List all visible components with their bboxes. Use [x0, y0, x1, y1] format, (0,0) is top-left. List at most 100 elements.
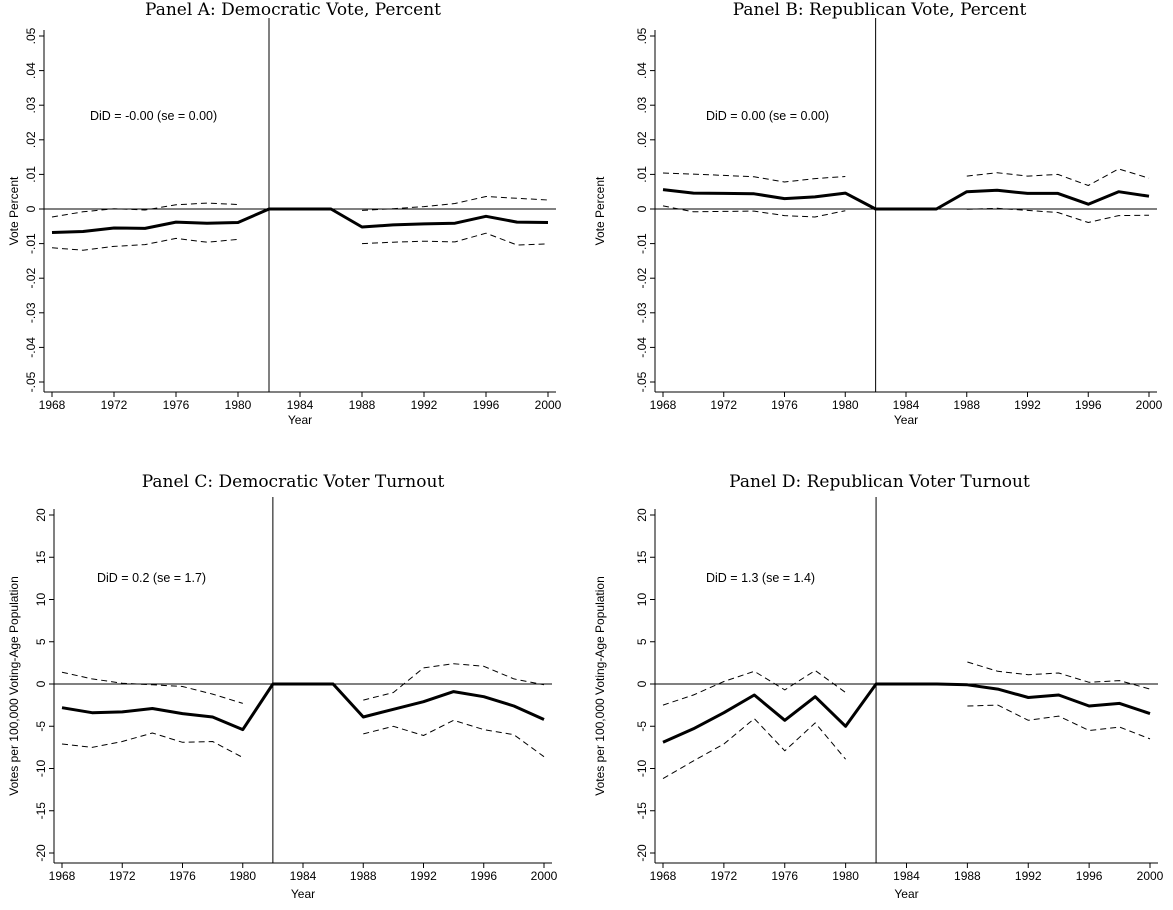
did-annotation: DiD = 0.00 (se = 0.00) — [706, 109, 829, 123]
chart-title: Panel D: Republican Voter Turnout — [729, 472, 1030, 492]
x-tick-label: 1988 — [954, 869, 981, 883]
panel-b: Panel B: Republican Vote, Percent -.05 -.… — [586, 0, 1173, 453]
y-tick-label: 20 — [635, 508, 649, 522]
y-tick-label: 0 — [24, 205, 38, 212]
estimate-line — [61, 682, 545, 732]
chart-plot: -20 -15 -10 -5 0 5 10 15 20 1968 1972 1976 1980 1984 1… — [593, 497, 1164, 901]
upper-ci-line — [363, 663, 545, 701]
x-tick-label: 1968 — [650, 398, 677, 412]
y-tick-label: 0 — [34, 680, 48, 687]
x-tick-label: 1992 — [1014, 398, 1041, 412]
x-axis-label: Year — [288, 413, 312, 427]
y-tick-label: -20 — [635, 844, 649, 862]
y-tick-label: .01 — [24, 166, 38, 183]
y-tick-label: .04 — [635, 62, 649, 79]
x-tick-label: 1976 — [771, 398, 798, 412]
y-tick-label: -.03 — [635, 302, 649, 323]
y-tick-label: -5 — [635, 721, 649, 732]
x-tick-label: 1968 — [39, 398, 66, 412]
y-tick-label: .03 — [24, 97, 38, 114]
x-tick-label: 1972 — [101, 398, 128, 412]
did-annotation: DiD = 1.3 (se = 1.4) — [706, 571, 815, 585]
y-tick-label: .01 — [635, 166, 649, 183]
x-tick-label: 1992 — [410, 869, 437, 883]
y-tick-label: -.05 — [24, 371, 38, 392]
x-tick-label: 1968 — [650, 869, 677, 883]
upper-ci-line — [662, 670, 846, 706]
x-tick-label: 1996 — [470, 869, 497, 883]
y-tick-label: .04 — [24, 62, 38, 79]
y-tick-label: -5 — [34, 721, 48, 732]
y-tick-label: 15 — [34, 550, 48, 564]
y-tick-label: -10 — [34, 760, 48, 778]
y-tick-label: .02 — [24, 131, 38, 148]
x-tick-label: 1980 — [832, 869, 859, 883]
chart-title: Panel A: Democratic Vote, Percent — [145, 0, 441, 20]
y-tick-label: -.02 — [24, 268, 38, 289]
x-tick-label: 1980 — [225, 398, 252, 412]
y-tick-label: -.04 — [635, 337, 649, 358]
x-tick-label: 1992 — [411, 398, 438, 412]
y-axis-label: Vote Percent — [7, 176, 21, 245]
x-tick-label: 1988 — [953, 398, 980, 412]
lower-ci-line — [662, 205, 846, 218]
x-tick-label: 1972 — [711, 869, 738, 883]
estimate-line — [662, 188, 1150, 211]
x-tick-label: 1984 — [893, 869, 920, 883]
y-tick-label: -.04 — [24, 337, 38, 358]
lower-ci-line — [61, 732, 244, 758]
y-tick-label: -15 — [635, 802, 649, 820]
upper-ci-line — [662, 172, 846, 183]
lower-ci-line — [662, 718, 846, 780]
y-tick-label: 15 — [635, 550, 649, 564]
y-axis-label: Vote Percent — [593, 176, 607, 245]
y-tick-label: 10 — [34, 593, 48, 607]
upper-ci-line — [61, 671, 243, 704]
lower-ci-line — [363, 719, 545, 758]
y-tick-label: 5 — [34, 638, 48, 645]
x-tick-label: 1972 — [109, 869, 136, 883]
did-annotation: DiD = 0.2 (se = 1.7) — [97, 571, 206, 585]
lower-ci-line — [361, 232, 549, 246]
chart-plot: -20 -15 -10 -5 0 5 10 15 20 1968 1972 1976 1980 1984 1… — [7, 497, 558, 901]
y-tick-label: -.02 — [635, 268, 649, 289]
y-tick-label: 0 — [635, 680, 649, 687]
y-tick-label: -20 — [34, 844, 48, 862]
x-axis-label: Year — [894, 413, 918, 427]
y-tick-label: .05 — [24, 27, 38, 44]
panel-c: Panel C: Democratic Voter Turnout -20 -15… — [0, 472, 586, 907]
y-tick-label: 20 — [34, 508, 48, 522]
x-tick-label: 2000 — [535, 398, 562, 412]
lower-ci-line — [966, 207, 1150, 223]
x-tick-label: 1984 — [290, 869, 317, 883]
chart-title: Panel C: Democratic Voter Turnout — [141, 472, 445, 492]
y-tick-label: -.01 — [635, 233, 649, 254]
y-tick-label: -.05 — [635, 371, 649, 392]
y-axis-label: Votes per 100,000 Voting-Age Population — [593, 576, 607, 796]
upper-ci-line — [361, 196, 549, 211]
x-tick-label: 2000 — [531, 869, 558, 883]
panel-a: Panel A: Democratic Vote, Percent -.05 -.… — [0, 0, 586, 453]
did-annotation: DiD = -0.00 (se = 0.00) — [90, 109, 217, 123]
x-tick-label: 1996 — [473, 398, 500, 412]
x-tick-label: 1972 — [710, 398, 737, 412]
estimate-line — [662, 682, 1151, 744]
chart-title: Panel B: Republican Vote, Percent — [732, 0, 1027, 20]
y-tick-label: -10 — [635, 760, 649, 778]
x-tick-label: 1980 — [229, 869, 256, 883]
lower-ci-line — [51, 237, 239, 251]
upper-ci-line — [51, 202, 239, 218]
y-tick-label: .02 — [635, 131, 649, 148]
y-axis-label: Votes per 100,000 Voting-Age Population — [7, 576, 21, 796]
x-tick-label: 1984 — [893, 398, 920, 412]
panel-d: Panel D: Republican Voter Turnout -20 -15… — [586, 472, 1173, 907]
x-tick-label: 1988 — [349, 398, 376, 412]
y-tick-label: .03 — [635, 97, 649, 114]
estimate-line — [51, 207, 549, 234]
x-tick-label: 2000 — [1136, 398, 1163, 412]
y-tick-label: -.03 — [24, 302, 38, 323]
y-tick-label: -.01 — [24, 233, 38, 254]
x-tick-label: 1992 — [1015, 869, 1042, 883]
y-tick-label: 5 — [635, 638, 649, 645]
y-tick-label: .05 — [635, 27, 649, 44]
